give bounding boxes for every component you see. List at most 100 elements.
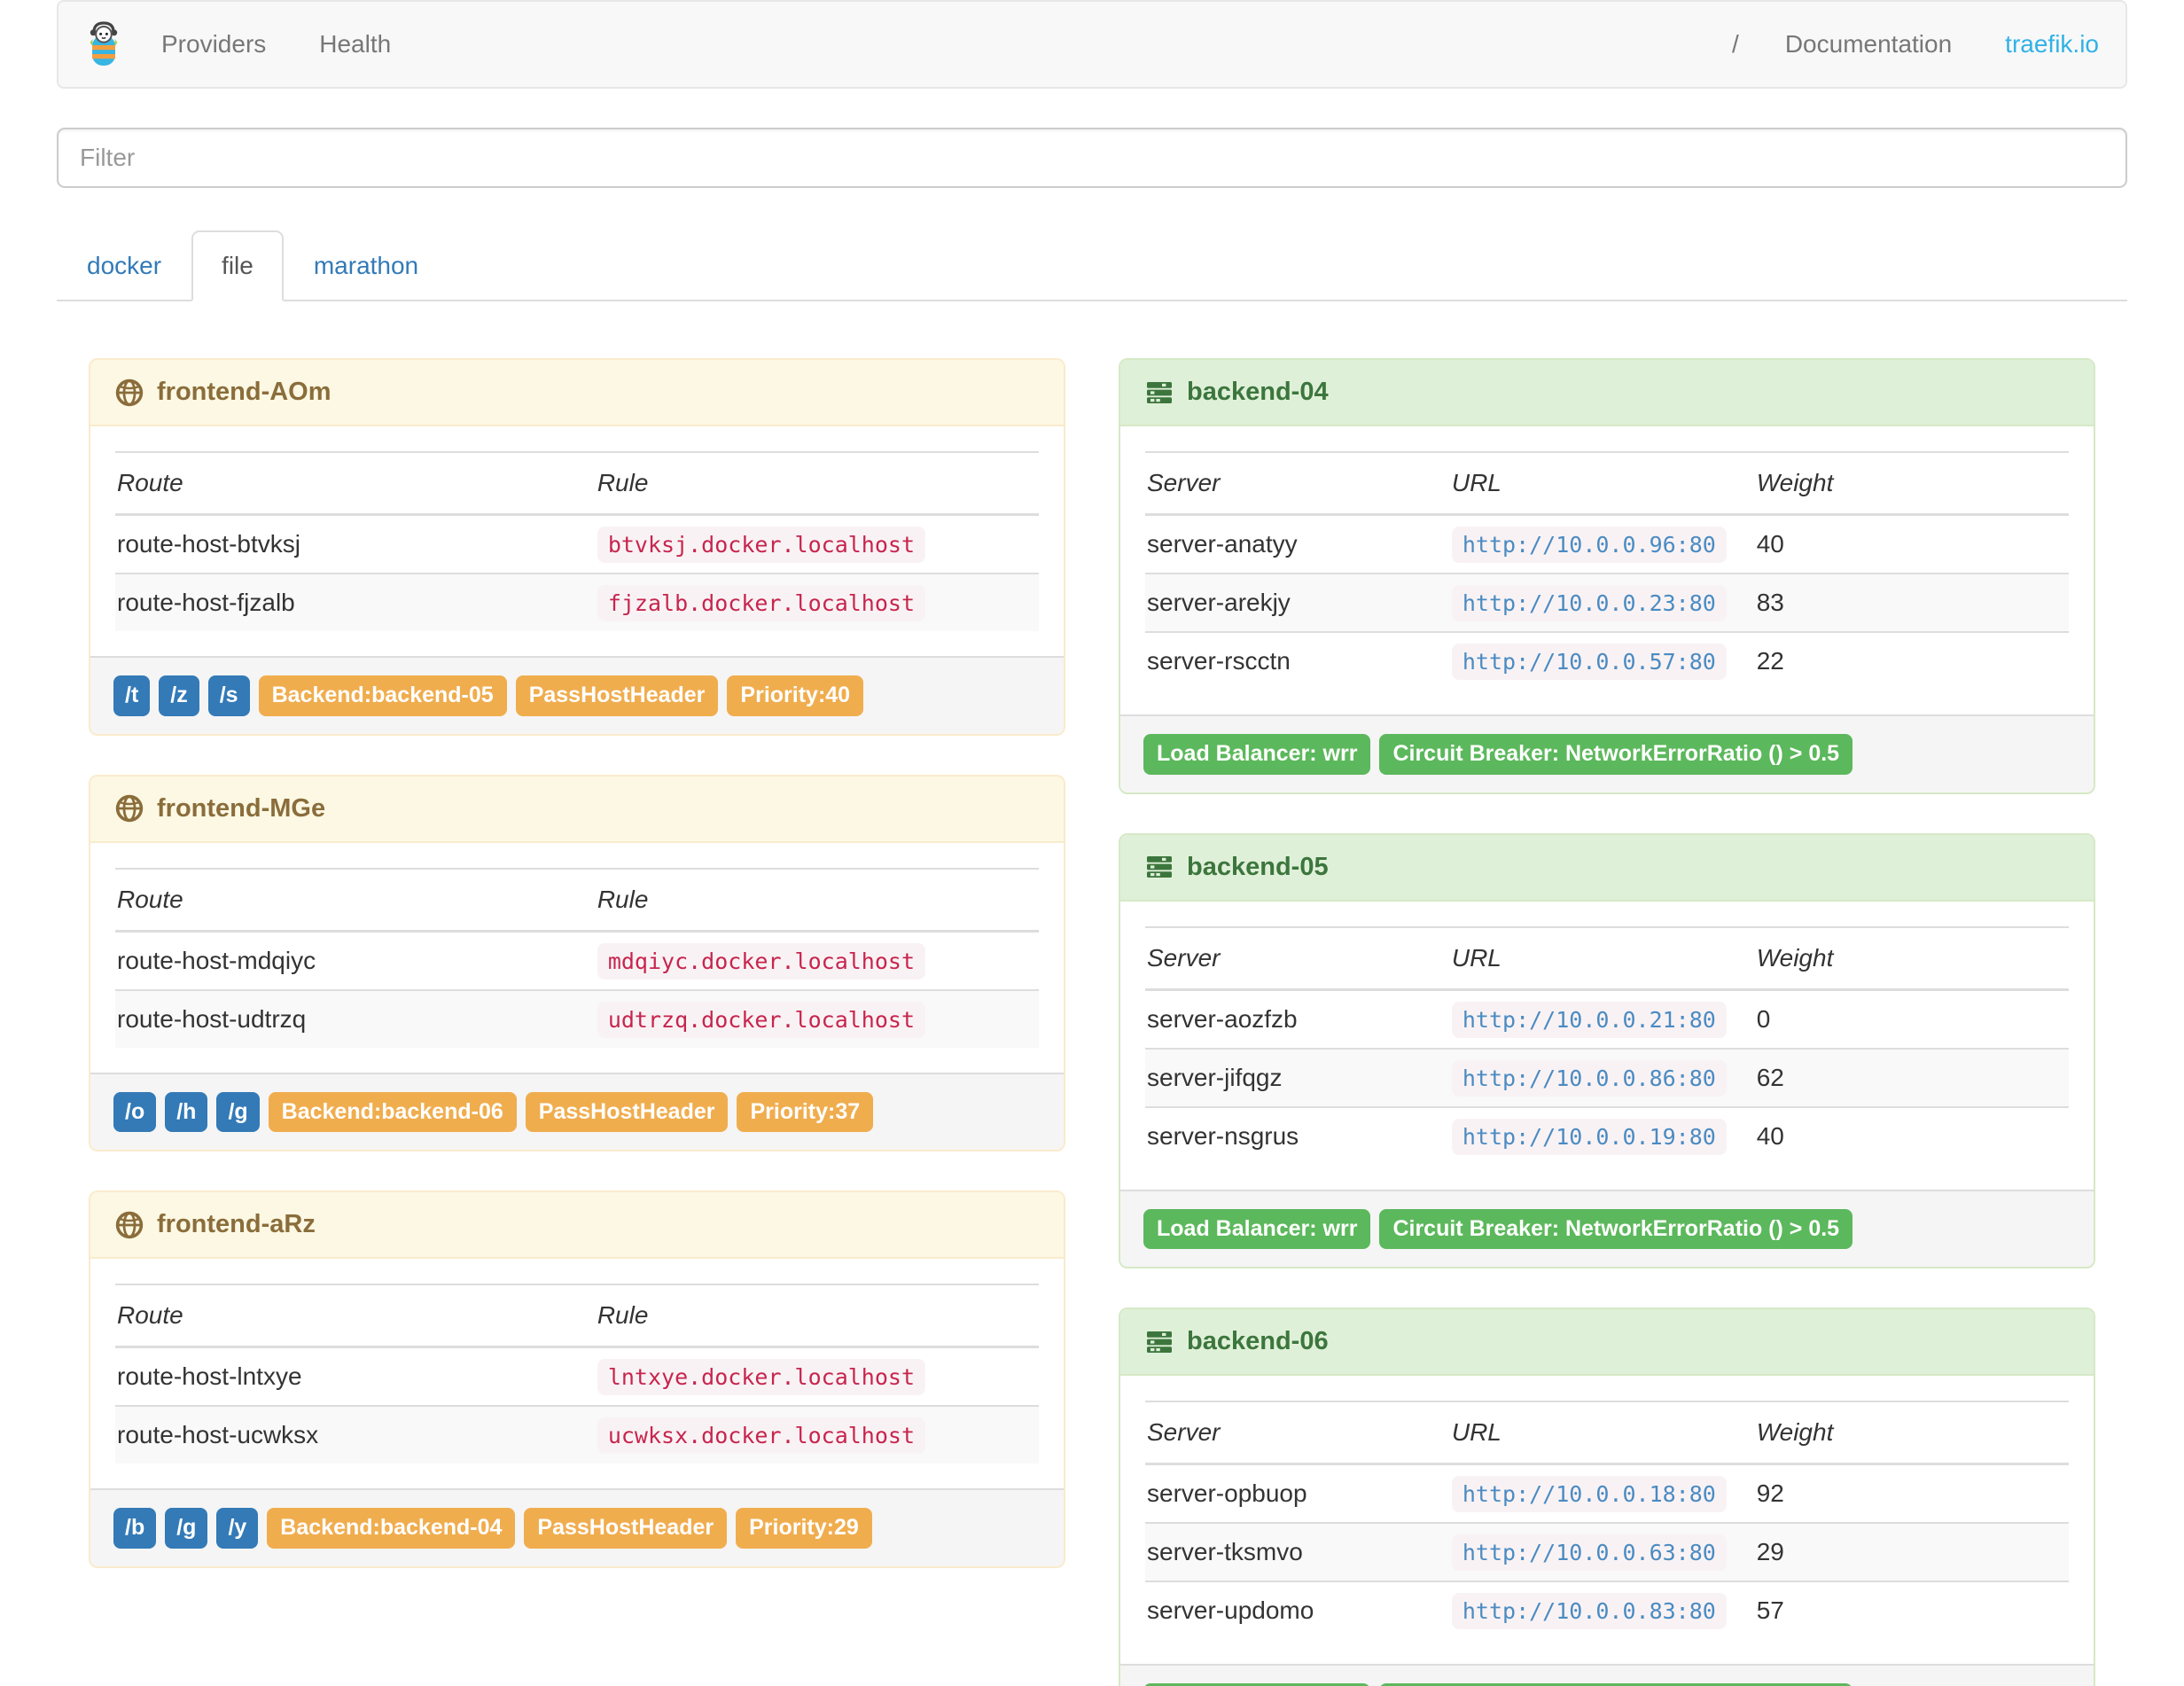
entrypoint-label: /h (165, 1091, 208, 1132)
nav-health-link[interactable]: Health (319, 30, 392, 58)
frontend-panel-header: frontend-aRz (90, 1192, 1064, 1259)
tab-marathon[interactable]: marathon (284, 230, 448, 301)
route-row: route-host-lntxye lntxye.docker.localhost (115, 1347, 1039, 1407)
tab-marathon-link[interactable]: marathon (313, 252, 419, 279)
tab-file[interactable]: file (191, 230, 284, 301)
server-row: server-jifqgz http://10.0.0.86:80 62 (1145, 1047, 2069, 1107)
server-weight: 92 (1756, 1479, 1784, 1507)
nav-providers-link[interactable]: Providers (161, 30, 267, 58)
route-row: route-host-btvksj btvksj.docker.localhost (115, 515, 1039, 574)
rule-code: fjzalb.docker.localhost (597, 585, 926, 621)
backend-panel: backend-05 Server URL Weight server-aozf… (1119, 832, 2095, 1268)
backend-tag-label: Load Balancer: wrr (1143, 1208, 1371, 1249)
frontend-tag-label: PassHostHeader (515, 675, 719, 716)
frontend-panel: frontend-AOm Route Rule route-host-btvks… (89, 358, 1065, 736)
server-name: server-rscctn (1145, 631, 1450, 690)
server-stack-icon (1145, 379, 1174, 407)
server-stack-icon (1145, 853, 1174, 881)
server-url-code: http://10.0.0.18:80 (1451, 1476, 1727, 1512)
backend-panel-body: Server URL Weight server-aozfzb http://10… (1120, 902, 2094, 1190)
server-name: server-anatyy (1147, 530, 1298, 558)
frontend-tag-label: Backend:backend-05 (258, 675, 507, 716)
backend-panel-footer: Load Balancer: wrr Circuit Breaker: Netwo… (1120, 1664, 2094, 1686)
frontend-panel-footer: /t/z/s Backend:backend-05 PassHostHeader Pr… (90, 656, 1064, 734)
backend-tag-label: Load Balancer: wrr (1143, 1683, 1371, 1686)
navbar-left: Providers Health (58, 2, 417, 87)
entrypoint-label: /b (113, 1508, 157, 1549)
frontend-panel-body: Route Rule route-host-lntxye lntxye.docke… (90, 1259, 1064, 1488)
rule-cell: ucwksx.docker.localhost (595, 1405, 1039, 1464)
server-name: server-nsgrus (1145, 1105, 1450, 1165)
provider-tabs: docker file marathon (57, 230, 2127, 301)
column-header-url: URL (1449, 1401, 1755, 1465)
server-row: server-aozfzb http://10.0.0.21:80 0 (1145, 989, 2069, 1049)
nav-traefik-io-link[interactable]: traefik.io (2005, 30, 2099, 58)
filter-section (57, 128, 2127, 188)
filter-input[interactable] (57, 128, 2127, 188)
entrypoint-label: /s (207, 675, 250, 716)
page-container: Providers Health / Documentation traefik… (57, 0, 2127, 1686)
server-row: server-anatyy http://10.0.0.96:80 40 (1145, 515, 2069, 574)
server-name: server-aozfzb (1147, 1004, 1298, 1033)
rule-code: udtrzq.docker.localhost (597, 1001, 926, 1038)
rule-cell: udtrzq.docker.localhost (595, 988, 1039, 1048)
entrypoint-label: /g (165, 1508, 208, 1549)
backend-panel: backend-06 Server URL Weight server-opbu… (1119, 1307, 2095, 1686)
frontend-panel-body: Route Rule route-host-mdqiyc mdqiyc.docke… (90, 843, 1064, 1073)
server-url-code: http://10.0.0.21:80 (1451, 1001, 1727, 1038)
server-url-cell: http://10.0.0.83:80 (1449, 1581, 1755, 1639)
entrypoint-label: /y (216, 1508, 259, 1549)
server-row: server-updomo http://10.0.0.83:80 57 (1145, 1581, 2069, 1639)
backend-panel-header: backend-04 (1120, 360, 2094, 426)
server-row: server-tksmvo http://10.0.0.63:80 29 (1145, 1522, 2069, 1581)
globe-icon (115, 794, 144, 823)
routes-table: Route Rule route-host-btvksj btvksj.docke… (115, 451, 1039, 631)
server-weight: 62 (1754, 1047, 2069, 1107)
rule-cell: btvksj.docker.localhost (596, 515, 1039, 574)
server-url-cell: http://10.0.0.86:80 (1449, 1047, 1755, 1107)
column-header-server: Server (1145, 1401, 1450, 1465)
frontend-tag-label: PassHostHeader (525, 1091, 729, 1132)
server-name: server-arekjy (1145, 573, 1450, 632)
rule-code: lntxye.docker.localhost (597, 1359, 926, 1395)
servers-table-header-row: Server URL Weight (1145, 1401, 2069, 1465)
backend-panel-body: Server URL Weight server-anatyy http://10… (1120, 426, 2094, 714)
tab-docker-link[interactable]: docker (87, 252, 162, 279)
entrypoint-label: /t (113, 675, 151, 716)
frontend-title: frontend-aRz (157, 1210, 316, 1238)
nav-documentation-link[interactable]: Documentation (1784, 30, 1953, 58)
nav-root-link[interactable]: / (1732, 30, 1739, 58)
rule-code: ucwksx.docker.localhost (597, 1417, 926, 1454)
server-weight: 83 (1754, 573, 2069, 632)
server-url-cell: http://10.0.0.18:80 (1450, 1464, 1755, 1524)
column-header-server: Server (1145, 926, 1450, 991)
column-header-route: Route (115, 452, 596, 516)
server-url-code: http://10.0.0.19:80 (1451, 1118, 1727, 1155)
backend-tag-label: Circuit Breaker: NetworkErrorRatio () > … (1379, 1683, 1853, 1686)
server-url-code: http://10.0.0.86:80 (1451, 1059, 1727, 1097)
tab-file-link[interactable]: file (191, 230, 284, 301)
server-url-cell: http://10.0.0.23:80 (1449, 573, 1755, 632)
frontends-column: frontend-AOm Route Rule route-host-btvks… (89, 358, 1065, 1607)
frontend-tag-label: Priority:29 (736, 1508, 872, 1549)
frontend-panel-footer: /o/h/g Backend:backend-06 PassHostHeader Pr… (90, 1072, 1064, 1150)
server-url-cell: http://10.0.0.63:80 (1449, 1522, 1755, 1581)
servers-table-header-row: Server URL Weight (1145, 452, 2069, 516)
frontend-panel: frontend-aRz Route Rule route-host-lntxy… (89, 1190, 1065, 1568)
route-name: route-host-mdqiyc (117, 946, 316, 974)
backends-column: backend-04 Server URL Weight server-anat… (1119, 358, 2095, 1686)
frontend-title: frontend-MGe (157, 793, 326, 823)
server-name: server-jifqgz (1145, 1047, 1450, 1107)
navbar-right: / Documentation traefik.io (1712, 2, 2126, 87)
server-row: server-rscctn http://10.0.0.57:80 22 (1145, 631, 2069, 690)
globe-icon (115, 1211, 144, 1239)
frontend-panel-footer: /b/g/y Backend:backend-04 PassHostHeader Pr… (90, 1488, 1064, 1566)
backend-title: backend-06 (1187, 1327, 1329, 1355)
tab-docker[interactable]: docker (57, 230, 191, 301)
column-header-rule: Rule (595, 1284, 1039, 1348)
column-header-url: URL (1449, 452, 1755, 516)
server-row: server-opbuop http://10.0.0.18:80 92 (1145, 1464, 2069, 1524)
server-name: server-updomo (1145, 1581, 1450, 1639)
column-header-rule: Rule (595, 868, 1039, 933)
